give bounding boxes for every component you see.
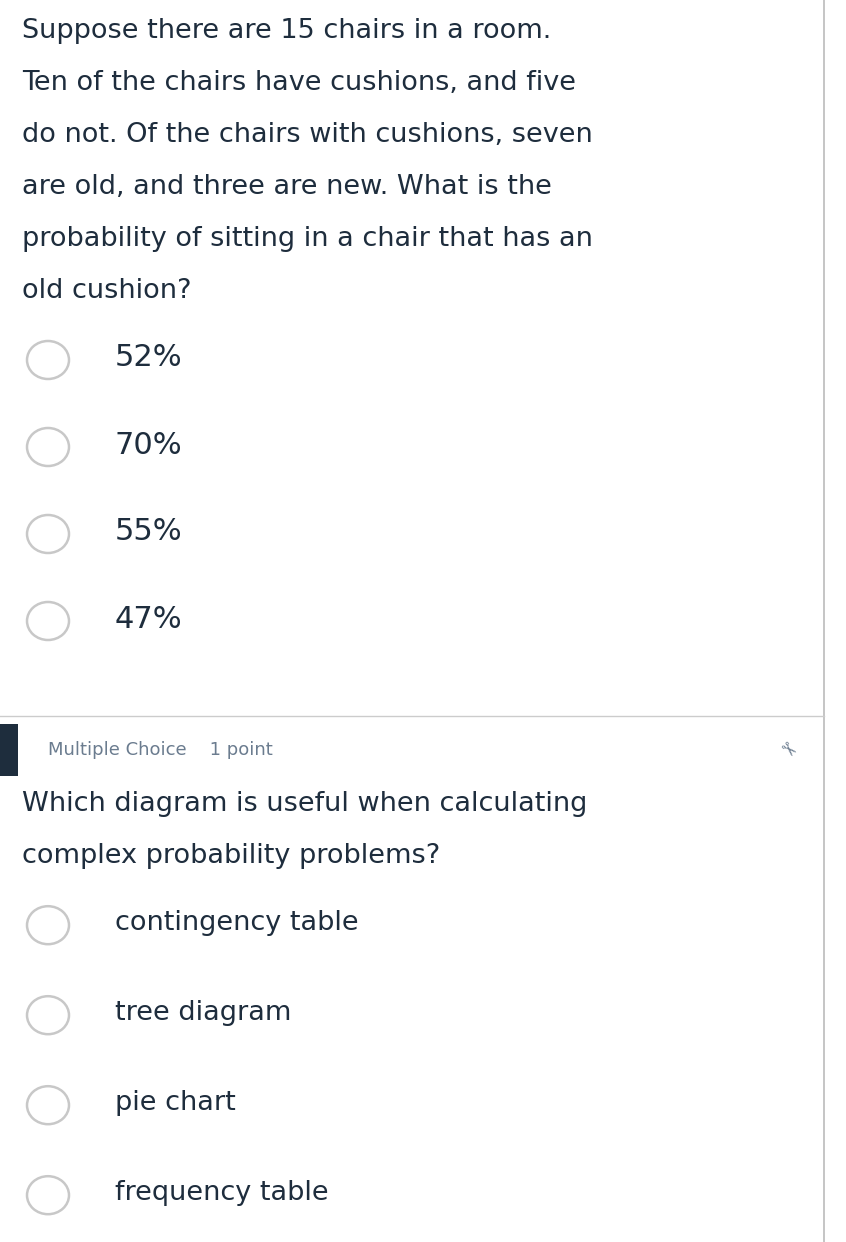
Text: Which diagram is useful when calculating: Which diagram is useful when calculating <box>22 791 587 817</box>
Text: contingency table: contingency table <box>115 910 359 936</box>
Text: 52%: 52% <box>115 344 183 373</box>
Text: Ten of the chairs have cushions, and five: Ten of the chairs have cushions, and fiv… <box>22 70 576 96</box>
Text: ✂: ✂ <box>774 738 799 763</box>
Text: do not. Of the chairs with cushions, seven: do not. Of the chairs with cushions, sev… <box>22 122 593 148</box>
Bar <box>0 724 18 776</box>
Text: frequency table: frequency table <box>115 1180 328 1206</box>
Text: probability of sitting in a chair that has an: probability of sitting in a chair that h… <box>22 226 593 252</box>
Text: 70%: 70% <box>115 431 183 460</box>
Text: Multiple Choice    1 point: Multiple Choice 1 point <box>48 741 272 759</box>
Text: complex probability problems?: complex probability problems? <box>22 843 440 869</box>
Text: pie chart: pie chart <box>115 1090 236 1117</box>
Text: 55%: 55% <box>115 518 183 546</box>
Text: are old, and three are new. What is the: are old, and three are new. What is the <box>22 174 552 200</box>
Text: Suppose there are 15 chairs in a room.: Suppose there are 15 chairs in a room. <box>22 17 552 43</box>
Text: old cushion?: old cushion? <box>22 278 191 304</box>
Text: 47%: 47% <box>115 605 183 633</box>
Text: tree diagram: tree diagram <box>115 1000 291 1026</box>
